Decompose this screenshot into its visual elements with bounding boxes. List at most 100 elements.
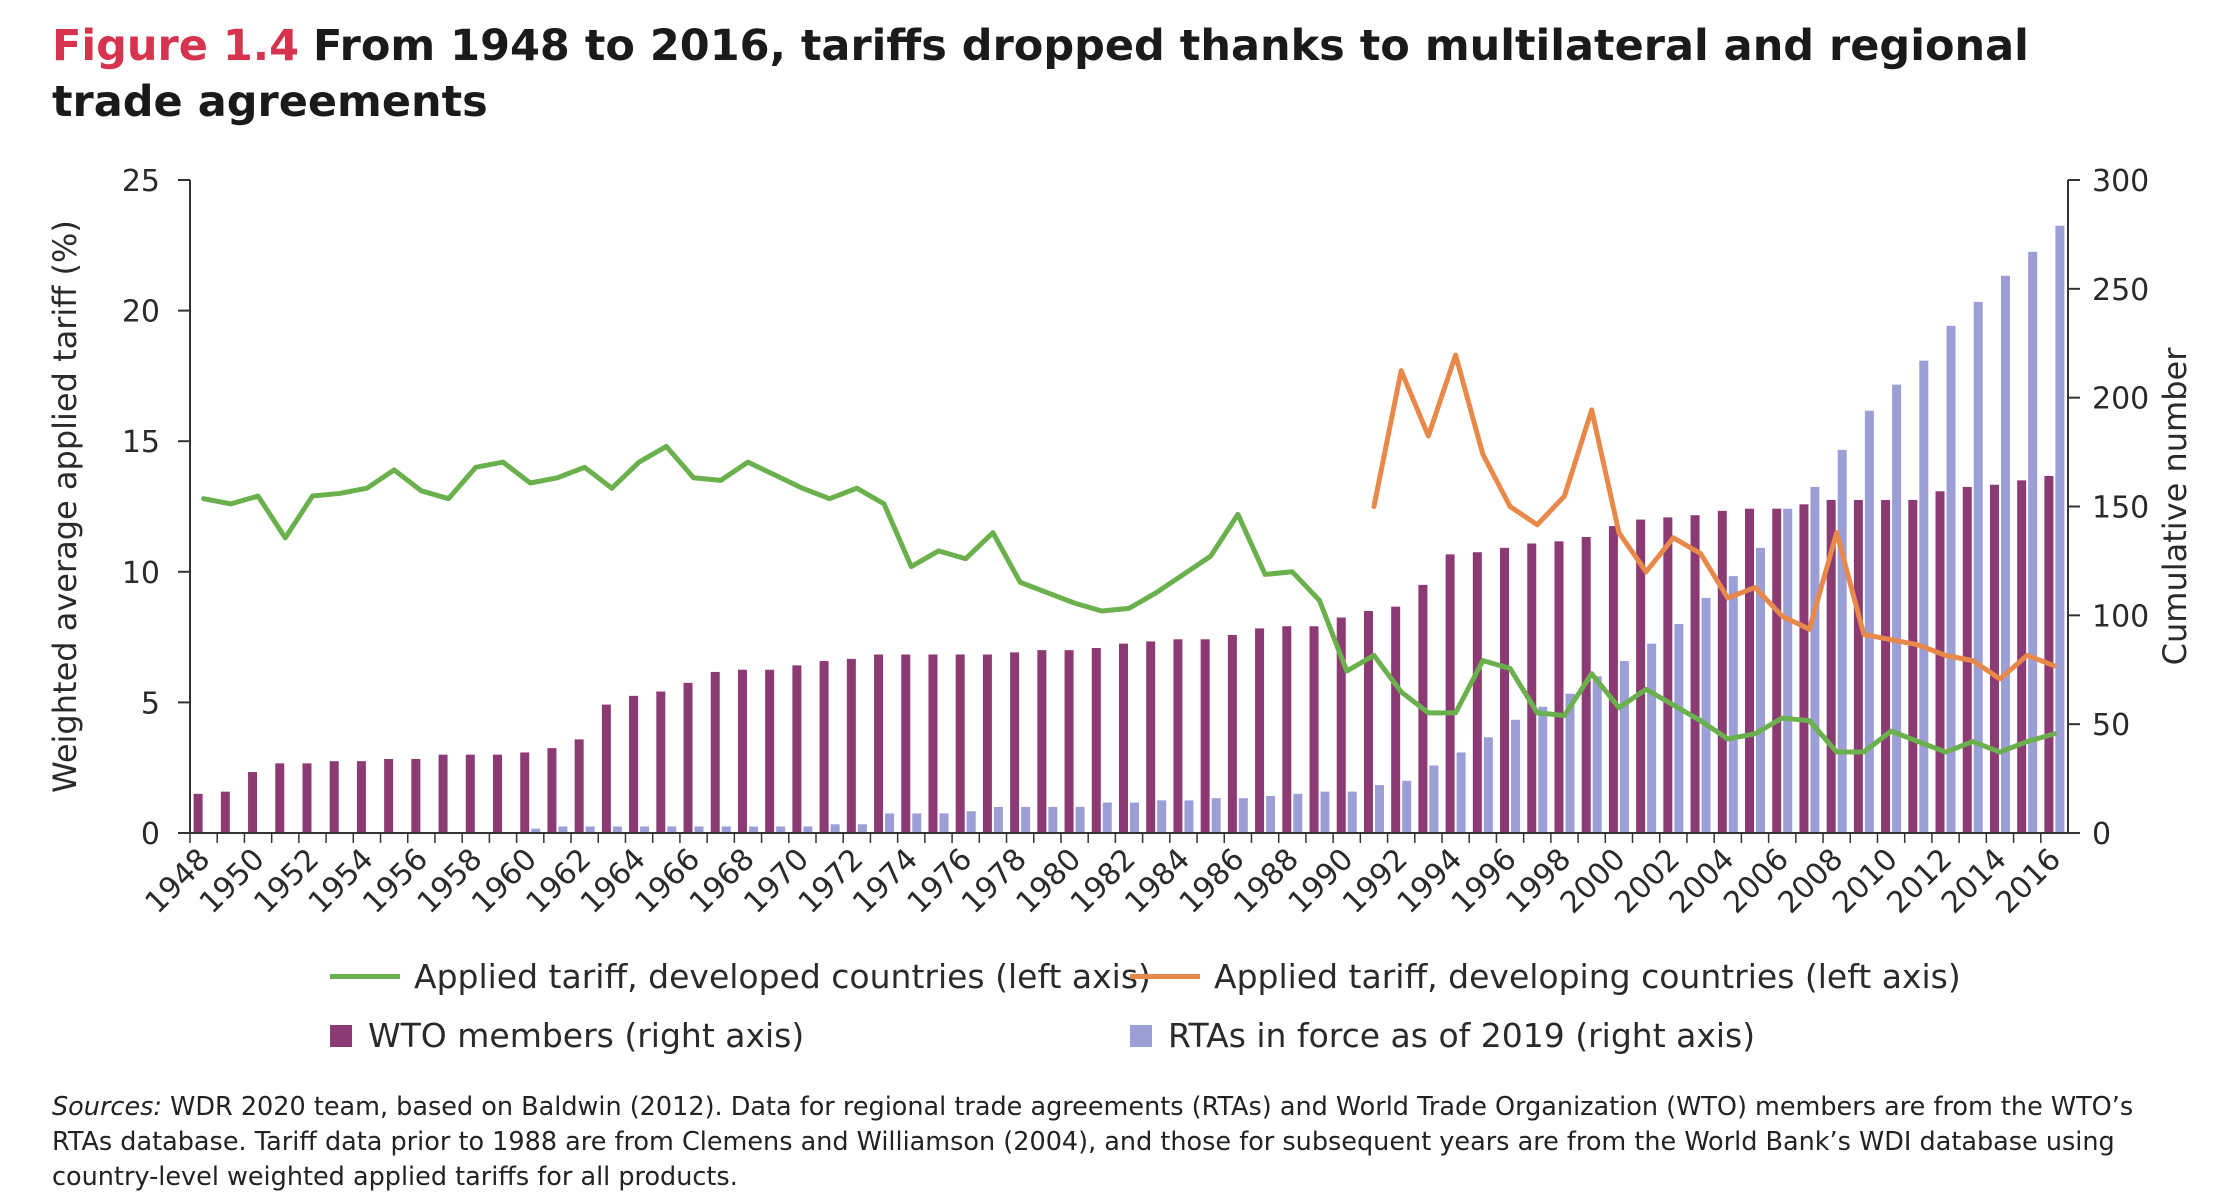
legend: Applied tariff, developed countries (lef… <box>330 955 2030 1075</box>
bar-wto-2007 <box>1799 504 1809 833</box>
bar-wto-1994 <box>1445 554 1455 833</box>
bar-rta-1977 <box>993 806 1003 833</box>
bar-wto-1981 <box>1091 647 1101 833</box>
bar-rta-1973 <box>885 813 895 833</box>
bar-rta-2008 <box>1837 449 1847 833</box>
bar-rta-1984 <box>1184 800 1194 833</box>
legend-item-wto: WTO members (right axis) <box>330 1016 804 1055</box>
legend-swatch-developing <box>1130 974 1200 979</box>
bar-wto-1961 <box>547 748 557 833</box>
bar-wto-1997 <box>1527 543 1537 833</box>
bar-rta-1993 <box>1429 765 1439 833</box>
bar-wto-1977 <box>982 654 992 833</box>
bar-rta-1981 <box>1102 802 1112 833</box>
bar-rta-1961 <box>558 826 568 833</box>
bar-wto-1959 <box>493 754 502 833</box>
bar-rta-1995 <box>1483 737 1493 833</box>
bar-wto-1953 <box>329 761 339 833</box>
legend-label-developed: Applied tariff, developed countries (lef… <box>414 957 1151 996</box>
bar-rta-1997 <box>1538 706 1548 833</box>
bar-rta-1963 <box>612 826 622 833</box>
bar-wto-2010 <box>1881 499 1891 833</box>
bar-rta-1983 <box>1157 800 1167 833</box>
bar-rta-2003 <box>1701 597 1711 833</box>
bar-wto-1963 <box>601 704 611 833</box>
title-text: From 1948 to 2016, tariffs dropped thank… <box>52 21 2029 127</box>
bar-wto-1968 <box>737 669 747 833</box>
y-right-tick-label: 200 <box>2092 382 2149 417</box>
x-tick-label: 2016 <box>1989 842 2068 921</box>
bar-wto-1995 <box>1472 552 1482 833</box>
bar-wto-1957 <box>438 754 448 833</box>
bar-rta-1975 <box>939 813 949 833</box>
bar-wto-2000 <box>1608 526 1618 833</box>
bar-rta-2016 <box>2055 225 2065 833</box>
y-left-tick-label: 20 <box>122 295 160 330</box>
bar-rta-1962 <box>585 826 595 833</box>
bar-rta-1986 <box>1238 798 1248 833</box>
bar-rta-1980 <box>1075 806 1085 833</box>
y-left-tick-label: 10 <box>122 556 160 591</box>
bar-rta-1969 <box>776 826 786 833</box>
bar-wto-1955 <box>384 758 394 833</box>
y-right-tick-label: 250 <box>2092 273 2149 308</box>
bar-rta-2007 <box>1810 486 1820 833</box>
bar-rta-1967 <box>721 826 731 833</box>
bar-wto-2012 <box>1935 491 1945 833</box>
bar-wto-1948 <box>193 793 203 833</box>
bar-wto-1989 <box>1309 626 1319 833</box>
line-developing <box>1371 352 2057 682</box>
y-left-tick-label: 15 <box>122 425 160 460</box>
bar-wto-2016 <box>2044 476 2054 833</box>
bar-rta-1979 <box>1048 806 1058 833</box>
bar-wto-1990 <box>1336 617 1346 833</box>
y-right-tick-label: 0 <box>2092 817 2111 852</box>
bar-rta-1974 <box>912 813 922 833</box>
bar-rta-1990 <box>1347 791 1357 833</box>
bar-rta-2005 <box>1756 547 1765 833</box>
bar-rta-2013 <box>1973 301 1983 833</box>
bar-wto-2014 <box>1989 484 1999 833</box>
bar-wto-2003 <box>1690 515 1700 833</box>
bar-wto-1975 <box>928 654 938 833</box>
bar-wto-1979 <box>1037 650 1047 833</box>
bar-rta-1999 <box>1592 676 1602 833</box>
legend-item-developing: Applied tariff, developing countries (le… <box>1130 957 1961 996</box>
bar-wto-1964 <box>629 695 639 833</box>
bar-rta-1982 <box>1130 802 1139 833</box>
bar-wto-1972 <box>846 658 856 833</box>
bar-rta-1991 <box>1374 785 1384 833</box>
bar-rta-1972 <box>857 824 867 833</box>
bar-rta-2001 <box>1647 643 1657 833</box>
bar-wto-1987 <box>1255 628 1265 833</box>
bar-wto-1974 <box>901 654 911 833</box>
bar-rta-1994 <box>1456 752 1466 833</box>
legend-swatch-developed <box>330 974 400 979</box>
bar-wto-1967 <box>710 671 720 833</box>
bar-rta-1970 <box>803 826 813 833</box>
bar-wto-1978 <box>1010 652 1020 833</box>
bar-rta-2012 <box>1946 325 1956 833</box>
line-developed <box>201 443 2057 755</box>
y-left-tick-label: 25 <box>122 164 160 199</box>
bar-rta-2000 <box>1619 661 1629 833</box>
y-right-tick-label: 150 <box>2092 491 2149 526</box>
legend-label-developing: Applied tariff, developing countries (le… <box>1214 957 1961 996</box>
bar-wto-2002 <box>1663 517 1673 833</box>
bar-wto-1970 <box>792 665 802 833</box>
bar-wto-1984 <box>1173 639 1183 833</box>
bar-rta-1968 <box>748 826 758 833</box>
bar-rta-1976 <box>966 811 976 833</box>
bar-rta-1960 <box>531 828 541 833</box>
bar-wto-1991 <box>1363 610 1373 833</box>
sources-label: Sources: <box>52 1092 163 1122</box>
bar-wto-2008 <box>1826 499 1836 833</box>
bar-wto-1996 <box>1500 547 1510 833</box>
bar-rta-2014 <box>2000 275 2010 833</box>
bar-wto-2006 <box>1772 508 1782 833</box>
y-left-tick-label: 0 <box>141 817 160 852</box>
bar-rta-1985 <box>1211 798 1221 833</box>
bar-rta-2010 <box>1892 384 1902 833</box>
bar-wto-1998 <box>1554 541 1564 833</box>
